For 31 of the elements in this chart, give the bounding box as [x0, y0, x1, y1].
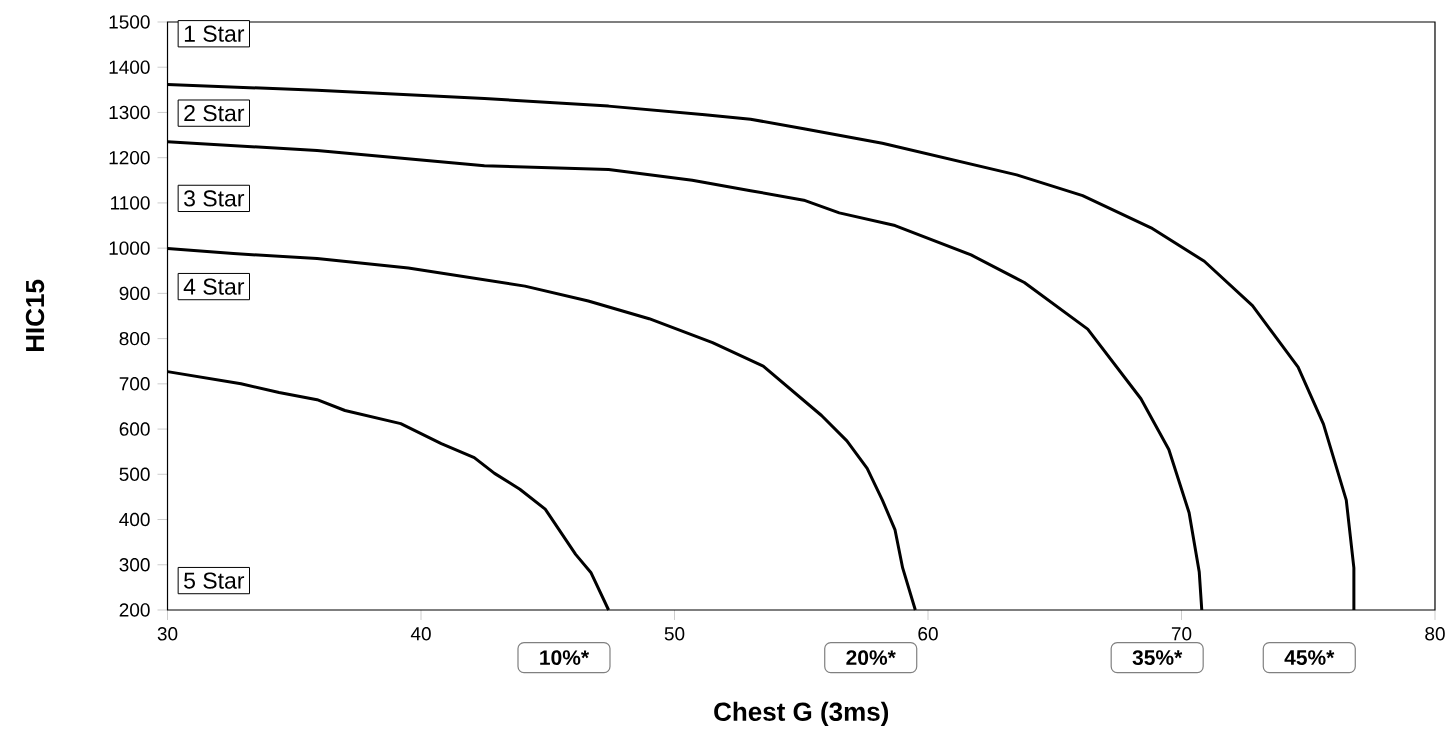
annotation: 1 Star: [184, 25, 245, 42]
text: 20%*: [846, 650, 896, 666]
y-tick-label: 400: [119, 512, 150, 527]
annotation: 2 Star: [184, 104, 245, 122]
y-tick-label: 700: [119, 377, 150, 391]
y-tick-label: 1300: [109, 105, 150, 120]
text: 35%*: [1132, 650, 1183, 666]
text: 45%*: [1284, 650, 1335, 666]
y-axis-title: HIC15: [25, 279, 45, 352]
y-tick-label: 1500: [109, 15, 150, 29]
annotation: 5 Star: [184, 572, 245, 589]
y-tick-label: 600: [119, 422, 150, 436]
annotation: 4 Star: [183, 278, 245, 295]
y-tick-label: 500: [119, 467, 150, 482]
y-tick-label: 1200: [109, 150, 150, 165]
x-tick-label: 30: [157, 627, 178, 641]
text: 10%*: [540, 650, 590, 666]
x-axis-title: Chest G (3ms): [714, 701, 889, 727]
y-tick-label: 300: [119, 558, 150, 572]
y-tick-label: 1000: [109, 241, 150, 255]
y-tick-label: 1100: [111, 196, 150, 210]
x-tick-label: 40: [410, 627, 431, 641]
annotation: 3 Star: [184, 190, 245, 207]
x-tick-label: 70: [1171, 627, 1192, 641]
x-tick-label: 60: [918, 627, 938, 641]
y-tick-label: 1400: [109, 60, 150, 74]
y-tick-label: 900: [119, 286, 150, 301]
x-tick-label: 80: [1425, 627, 1445, 641]
y-tick-label: 200: [119, 603, 150, 617]
x-tick-label: 50: [664, 627, 685, 641]
y-tick-label: 800: [119, 331, 150, 346]
